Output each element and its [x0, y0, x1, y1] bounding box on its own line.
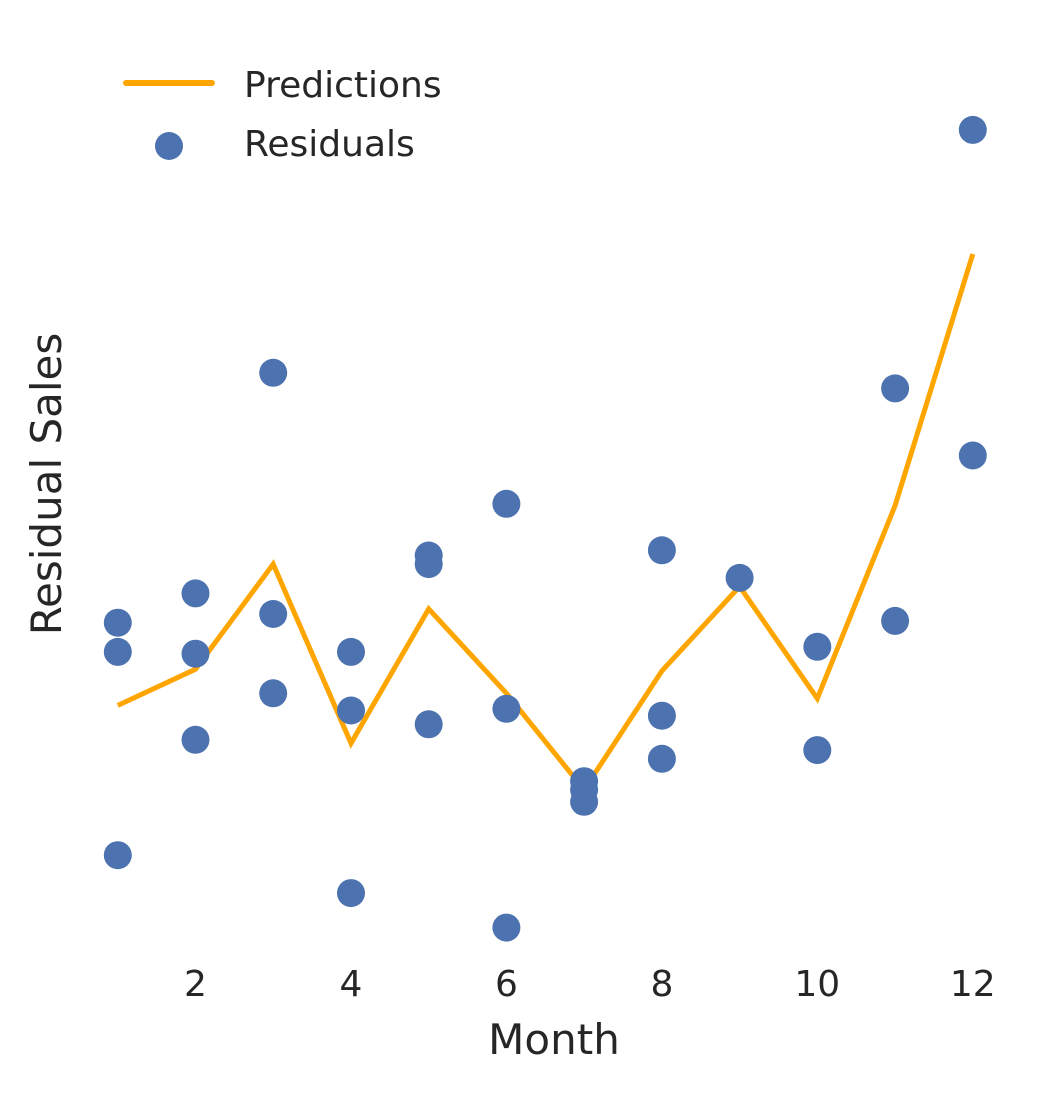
legend: Predictions Residuals: [123, 65, 442, 165]
residual-point: [103, 608, 132, 637]
residual-point: [492, 913, 521, 942]
residual-point: [259, 679, 288, 708]
residual-point: [725, 563, 754, 592]
plot-area: [103, 115, 987, 942]
predictions-line: [116, 253, 976, 795]
legend-residuals-marker: [155, 132, 183, 160]
residual-point: [958, 115, 987, 144]
residual-point: [103, 841, 132, 870]
residual-point: [259, 600, 288, 628]
residual-point: [337, 879, 365, 908]
residual-point: [103, 637, 132, 666]
x-axis-label: Month: [488, 1015, 620, 1064]
x-tick-label: 8: [650, 964, 673, 1005]
residual-point: [414, 710, 443, 739]
residual-point: [647, 536, 676, 565]
residual-point: [647, 701, 676, 730]
residual-point: [570, 787, 599, 816]
x-tick-label: 2: [184, 964, 207, 1005]
residual-point: [492, 489, 521, 518]
residual-point: [803, 632, 832, 661]
residual-point: [181, 579, 210, 608]
y-axis-label: Residual Sales: [22, 333, 71, 636]
residual-point: [414, 550, 443, 579]
residual-point: [337, 637, 365, 666]
x-tick-label: 10: [794, 964, 840, 1005]
residual-point: [881, 374, 910, 403]
residual-point: [337, 696, 365, 725]
residual-point: [647, 744, 676, 773]
residual-point: [259, 358, 288, 387]
legend-residuals-label: Residuals: [244, 124, 415, 165]
residual-point: [803, 736, 832, 765]
residual-point: [492, 694, 521, 723]
residual-point: [881, 606, 910, 635]
x-tick-label: 4: [340, 964, 363, 1005]
legend-predictions-label: Predictions: [244, 65, 442, 106]
x-tick-label: 12: [950, 964, 996, 1005]
residual-point: [958, 441, 987, 470]
residual-point: [181, 639, 210, 668]
x-tick-label: 6: [495, 964, 518, 1005]
x-axis-ticks: 2 4 6 8 10 12: [184, 964, 996, 1005]
residual-point: [181, 725, 210, 754]
